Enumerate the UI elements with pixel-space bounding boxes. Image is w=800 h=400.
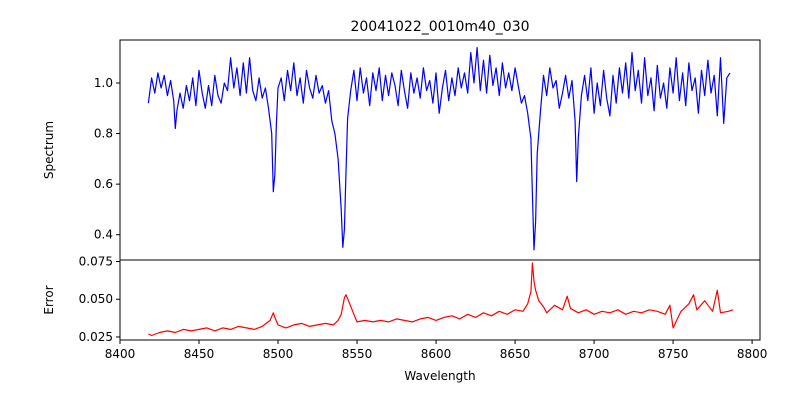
error-y-ticks: 0.025 0.050 0.075 <box>79 255 120 344</box>
x-tick-label: 8550 <box>342 347 373 361</box>
spectrum-y-axis-label: Spectrum <box>42 121 56 179</box>
x-axis-label: Wavelength <box>404 369 475 383</box>
x-tick-label: 8750 <box>658 347 689 361</box>
spectrum-y-ticks: 0.4 0.6 0.8 1.0 <box>94 76 120 242</box>
spectrum-y-tick-label: 0.4 <box>94 228 113 242</box>
x-tick-label: 8400 <box>105 347 136 361</box>
error-line-0 <box>148 262 734 337</box>
error-y-tick-label: 0.075 <box>79 255 113 269</box>
x-tick-label: 8700 <box>579 347 610 361</box>
error-y-axis-label: Error <box>42 285 56 314</box>
error-y-tick-label: 0.050 <box>79 292 113 306</box>
spectrum-y-tick-label: 0.6 <box>94 177 113 191</box>
error-panel: 0.025 0.050 0.075 8400 8450 8500 8550 8600 8650… <box>42 255 767 383</box>
error-series-group <box>148 262 734 337</box>
x-tick-label: 8650 <box>500 347 531 361</box>
spectrum-y-tick-label: 0.8 <box>94 127 113 141</box>
spectrum-series-group <box>147 46 731 251</box>
spectrum-line-0 <box>147 46 731 251</box>
x-tick-label: 8600 <box>421 347 452 361</box>
spectrum-y-tick-label: 1.0 <box>94 76 113 90</box>
error-y-tick-label: 0.025 <box>79 330 113 344</box>
x-tick-label: 8450 <box>184 347 215 361</box>
x-axis-ticks: 8400 8450 8500 8550 8600 8650 8700 8750 8800 <box>105 340 768 361</box>
chart-title: 20041022_0010m40_030 <box>350 19 529 35</box>
x-tick-label: 8800 <box>737 347 768 361</box>
x-tick-label: 8500 <box>263 347 294 361</box>
error-axes-frame <box>119 259 761 341</box>
